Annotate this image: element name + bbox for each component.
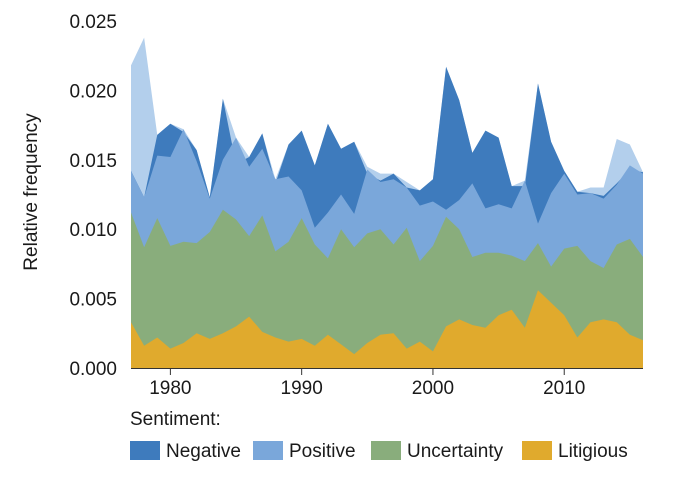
legend-label-uncertainty: Uncertainty — [407, 441, 504, 462]
legend: Sentiment: Negative Positive Uncertainty Li… — [130, 409, 628, 462]
y-tick-label: 0.015 — [69, 151, 117, 172]
y-tick-label: 0.010 — [69, 220, 117, 241]
legend-swatch-uncertainty — [371, 441, 401, 460]
x-tick-label: 2010 — [543, 378, 585, 399]
y-axis-title: Relative frequency — [21, 113, 42, 271]
y-tick-label: 0.005 — [69, 290, 117, 311]
legend-swatch-positive — [253, 441, 283, 460]
x-tick-label: 2000 — [412, 378, 454, 399]
plot-area — [131, 37, 643, 369]
legend-swatch-negative — [130, 441, 160, 460]
series-area-litigious — [131, 290, 643, 368]
legend-label-negative: Negative — [166, 441, 241, 462]
x-tick-label: 1990 — [281, 378, 323, 399]
x-tick-label: 1980 — [149, 378, 191, 399]
y-tick-label: 0.025 — [69, 12, 117, 33]
y-tick-labels: 0.000 0.005 0.010 0.015 0.020 0.025 — [69, 12, 117, 380]
x-tick-labels: 1980 1990 2000 2010 — [149, 368, 585, 399]
legend-swatch-litigious — [522, 441, 552, 460]
y-tick-label: 0.000 — [69, 359, 117, 380]
legend-label-litigious: Litigious — [558, 441, 628, 462]
legend-title: Sentiment: — [130, 409, 221, 430]
y-tick-label: 0.020 — [69, 81, 117, 102]
legend-label-positive: Positive — [289, 441, 356, 462]
